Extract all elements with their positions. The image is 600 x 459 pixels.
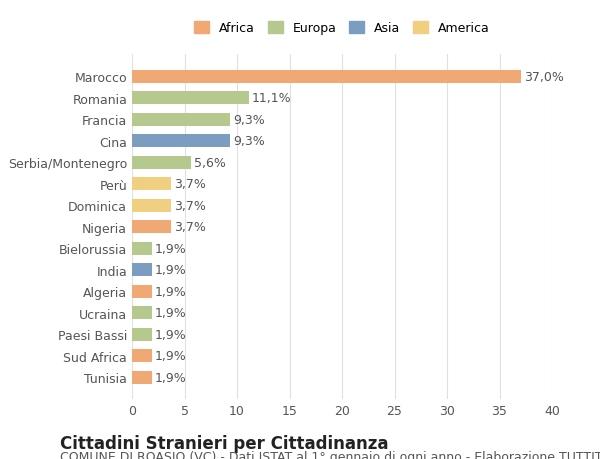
Bar [132,307,152,319]
Bar [132,328,152,341]
Text: 3,7%: 3,7% [174,221,206,234]
Bar [132,199,171,212]
Bar [132,71,521,84]
Text: 1,9%: 1,9% [155,285,187,298]
Text: 1,9%: 1,9% [155,307,187,319]
Bar [132,221,171,234]
Bar [132,371,152,384]
Text: 1,9%: 1,9% [155,328,187,341]
Bar [132,285,152,298]
Text: Cittadini Stranieri per Cittadinanza: Cittadini Stranieri per Cittadinanza [60,434,389,452]
Text: 9,3%: 9,3% [233,135,265,148]
Text: 37,0%: 37,0% [524,71,563,84]
Text: 1,9%: 1,9% [155,371,187,384]
Text: 1,9%: 1,9% [155,349,187,362]
Text: 3,7%: 3,7% [174,199,206,212]
Text: 11,1%: 11,1% [252,92,292,105]
Text: COMUNE DI ROASIO (VC) - Dati ISTAT al 1° gennaio di ogni anno - Elaborazione TUT: COMUNE DI ROASIO (VC) - Dati ISTAT al 1°… [60,450,600,459]
Text: 9,3%: 9,3% [233,113,265,127]
Bar [132,157,191,169]
Bar [132,92,248,105]
Text: 5,6%: 5,6% [194,157,226,169]
Bar [132,113,230,127]
Text: 3,7%: 3,7% [174,178,206,191]
Bar [132,135,230,148]
Bar [132,349,152,362]
Text: 1,9%: 1,9% [155,263,187,277]
Bar [132,263,152,276]
Bar [132,178,171,191]
Text: 1,9%: 1,9% [155,242,187,255]
Bar [132,242,152,255]
Legend: Africa, Europa, Asia, America: Africa, Europa, Asia, America [190,17,494,40]
